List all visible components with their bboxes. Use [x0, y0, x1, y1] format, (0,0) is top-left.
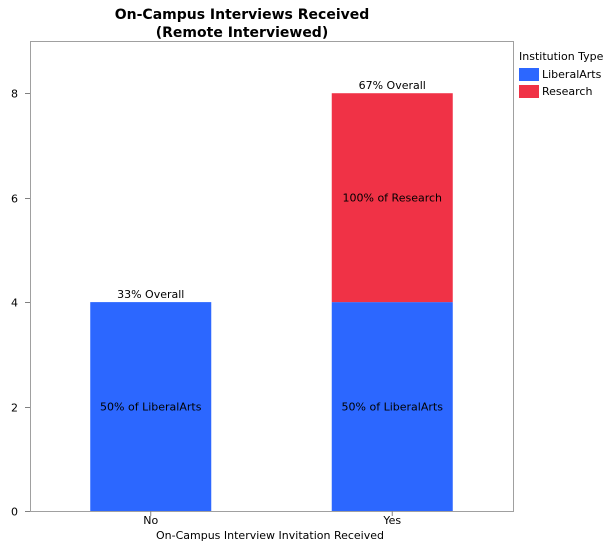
legend-label: Research: [542, 85, 592, 98]
bar-segment-label: 50% of LiberalArts: [342, 401, 444, 414]
chart-title: On-Campus Interviews Received: [115, 7, 370, 23]
y-tick-label: 4: [11, 297, 18, 310]
legend-swatch: [519, 68, 539, 81]
y-tick-label: 8: [11, 88, 18, 101]
bar-labels: 50% of LiberalArts 33% Overall 50% of Libe…: [100, 79, 443, 413]
bar-total-label: 33% Overall: [117, 288, 184, 301]
chart-subtitle: (Remote Interviewed): [156, 25, 328, 41]
y-tick-label: 2: [11, 402, 18, 415]
bars: [90, 93, 453, 511]
legend-swatch: [519, 85, 539, 98]
y-tick-label: 0: [11, 506, 18, 519]
legend-label: LiberalArts: [542, 68, 602, 81]
bar-segment: [90, 302, 212, 511]
x-axis: No Yes: [143, 511, 401, 527]
x-axis-title: On-Campus Interview Invitation Received: [156, 529, 384, 542]
y-axis: 0 2 4 6 8: [11, 88, 30, 519]
x-tick-label: Yes: [382, 514, 401, 527]
legend: Institution Type LiberalArts Research: [519, 50, 604, 98]
x-tick-label: No: [143, 514, 158, 527]
bar-segment-label: 50% of LiberalArts: [100, 401, 202, 414]
plot-frame: [30, 41, 514, 512]
bar-segment: [331, 302, 453, 511]
legend-items: LiberalArts Research: [519, 68, 602, 98]
bar-segment: [331, 93, 453, 303]
bar-total-label: 67% Overall: [359, 79, 426, 92]
y-tick-label: 6: [11, 193, 18, 206]
bar-segment-label: 100% of Research: [343, 192, 443, 205]
legend-title: Institution Type: [519, 50, 604, 63]
